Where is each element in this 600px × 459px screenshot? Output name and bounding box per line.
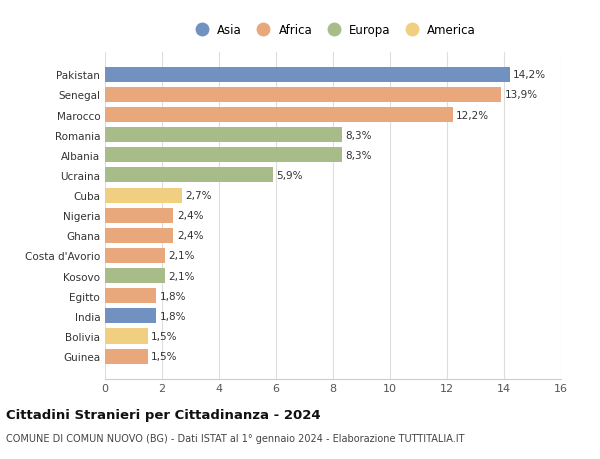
Text: COMUNE DI COMUN NUOVO (BG) - Dati ISTAT al 1° gennaio 2024 - Elaborazione TUTTIT: COMUNE DI COMUN NUOVO (BG) - Dati ISTAT …: [6, 433, 464, 442]
Text: 2,1%: 2,1%: [168, 271, 195, 281]
Text: 8,3%: 8,3%: [345, 130, 371, 140]
Text: 2,4%: 2,4%: [177, 231, 203, 241]
Bar: [105, 329, 148, 344]
Bar: [105, 289, 156, 303]
Bar: [105, 188, 182, 203]
Bar: [105, 228, 173, 243]
Text: 14,2%: 14,2%: [513, 70, 546, 80]
Text: Cittadini Stranieri per Cittadinanza - 2024: Cittadini Stranieri per Cittadinanza - 2…: [6, 408, 320, 421]
Text: 13,9%: 13,9%: [505, 90, 538, 100]
Text: 8,3%: 8,3%: [345, 151, 371, 161]
Bar: [105, 128, 341, 143]
Text: 2,1%: 2,1%: [168, 251, 195, 261]
Text: 12,2%: 12,2%: [456, 110, 489, 120]
Text: 1,8%: 1,8%: [160, 291, 186, 301]
Bar: [105, 269, 165, 284]
Text: 1,5%: 1,5%: [151, 351, 178, 361]
Bar: [105, 108, 453, 123]
Text: 1,5%: 1,5%: [151, 331, 178, 341]
Bar: [105, 308, 156, 324]
Bar: [105, 148, 341, 163]
Bar: [105, 349, 148, 364]
Text: 1,8%: 1,8%: [160, 311, 186, 321]
Legend: Asia, Africa, Europa, America: Asia, Africa, Europa, America: [185, 20, 481, 42]
Bar: [105, 67, 510, 83]
Bar: [105, 248, 165, 263]
Text: 2,7%: 2,7%: [185, 190, 212, 201]
Text: 5,9%: 5,9%: [277, 171, 303, 180]
Bar: [105, 168, 273, 183]
Bar: [105, 208, 173, 223]
Text: 2,4%: 2,4%: [177, 211, 203, 221]
Bar: [105, 88, 501, 103]
